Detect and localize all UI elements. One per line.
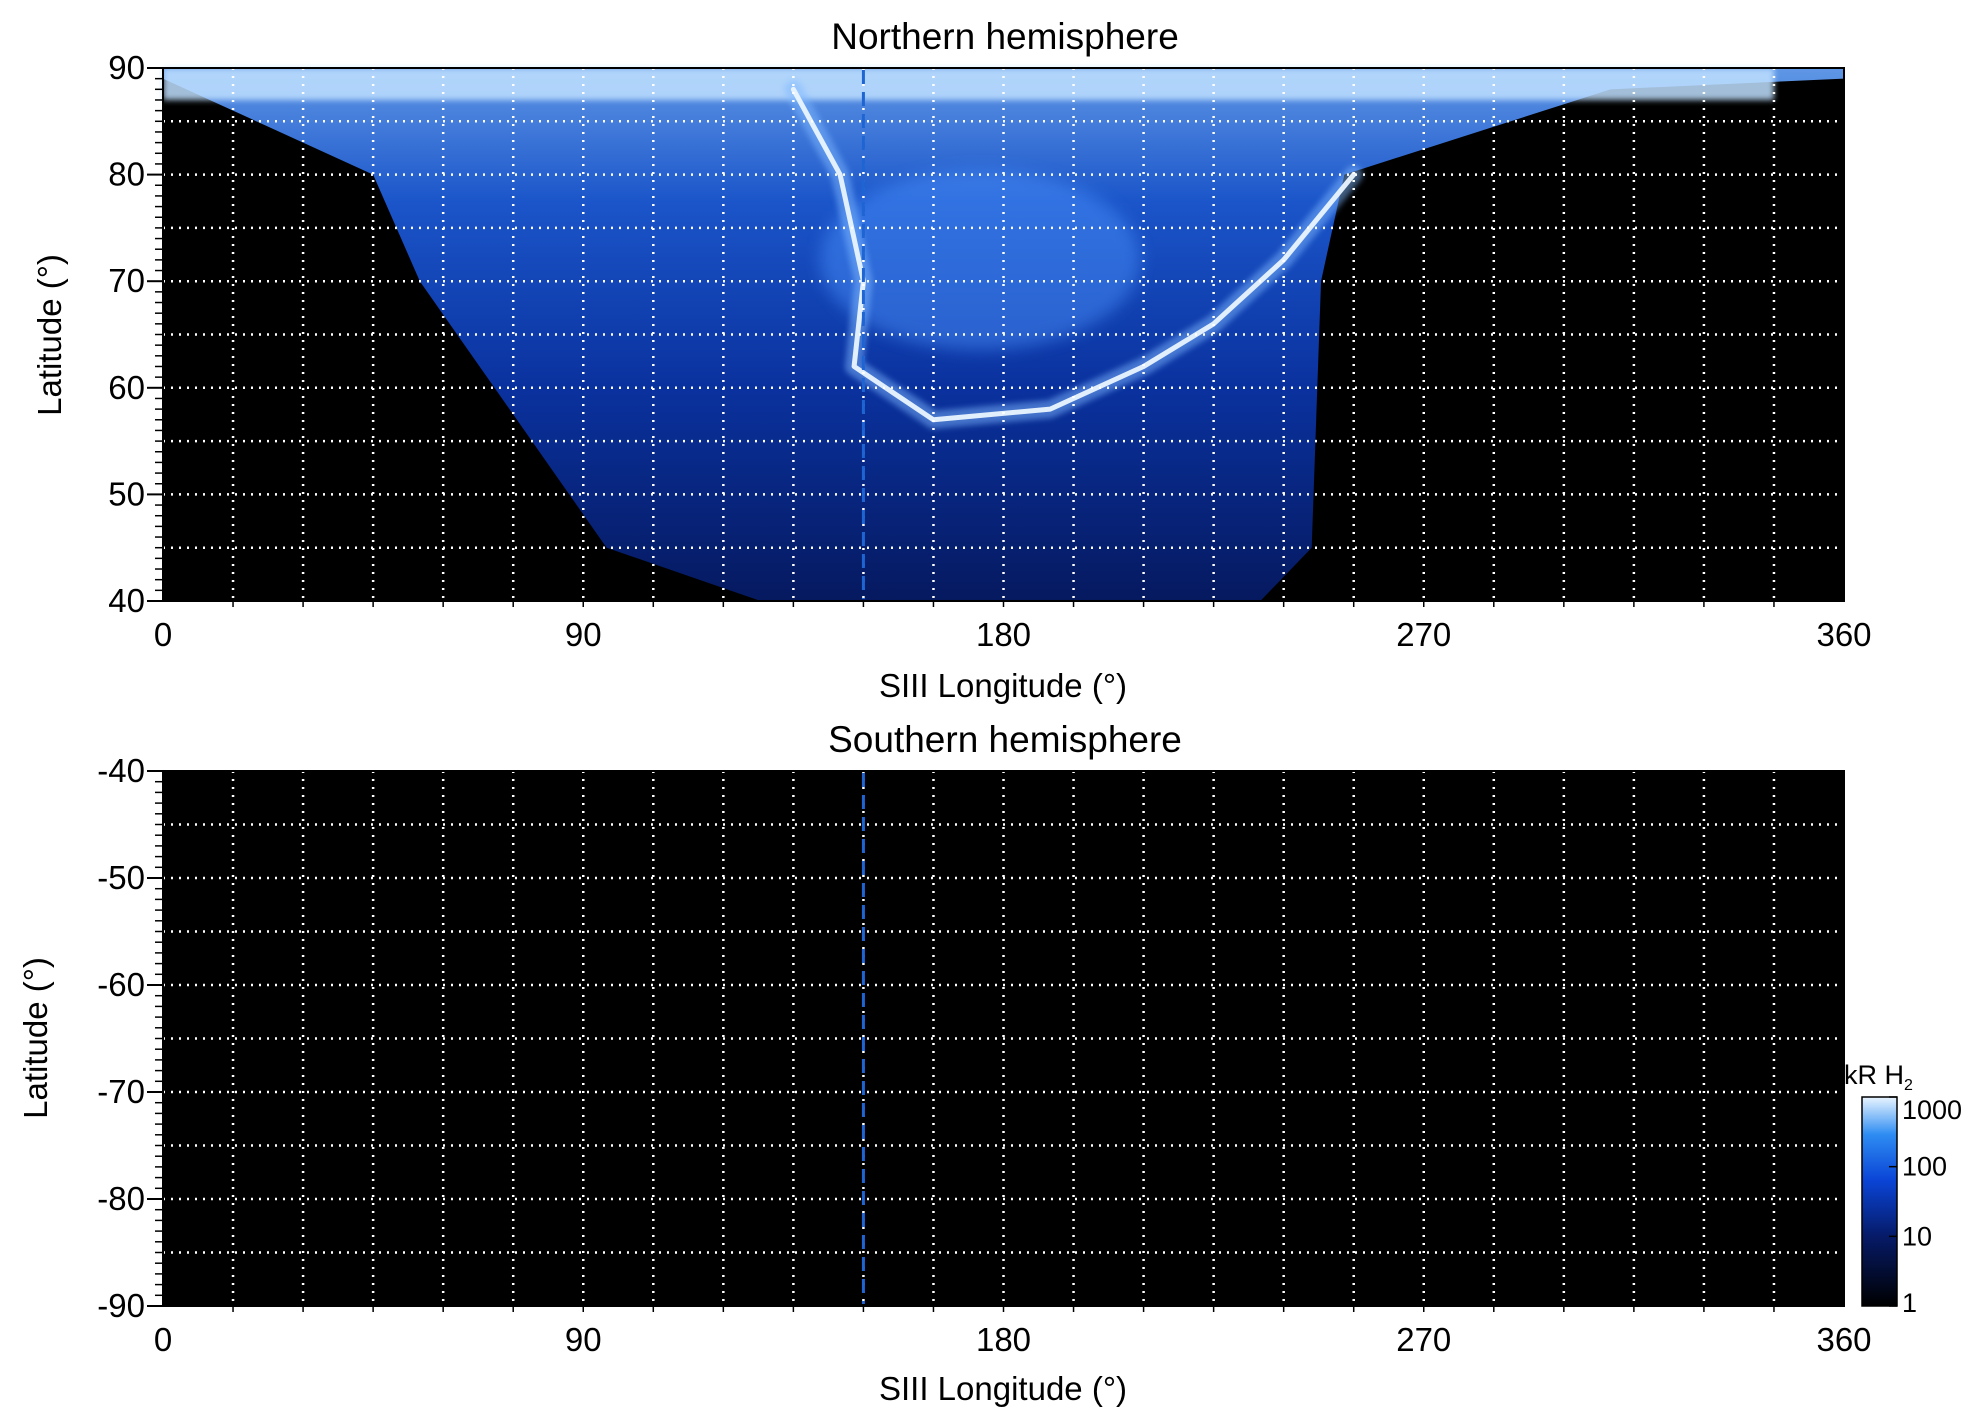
y-tick-label: 60	[108, 369, 145, 406]
y-tick-label: -50	[97, 859, 145, 896]
northern-y-axis-label: Latitude (°)	[31, 254, 68, 416]
y-tick-label: -40	[97, 752, 145, 789]
northern-panel-title: Northern hemisphere	[831, 16, 1179, 57]
southern-x-axis-label: SIII Longitude (°)	[879, 1370, 1127, 1407]
y-tick-label: 90	[108, 49, 145, 86]
y-tick-label: 50	[108, 475, 145, 512]
colorbar-tick-label: 100	[1902, 1152, 1947, 1182]
x-tick-label: 180	[976, 1321, 1031, 1358]
colorbar-gradient	[1861, 1096, 1898, 1307]
colorbar-tick-label: 10	[1902, 1221, 1932, 1251]
x-tick-label: 270	[1396, 1321, 1451, 1358]
northern-x-axis-label: SIII Longitude (°)	[879, 667, 1127, 704]
y-tick-label: 70	[108, 262, 145, 299]
x-tick-label: 0	[154, 1321, 172, 1358]
northern-grid	[163, 68, 1844, 601]
colorbar-tick-label: 1	[1902, 1288, 1917, 1318]
x-tick-label: 270	[1396, 616, 1451, 653]
x-tick-label: 90	[565, 616, 602, 653]
southern-grid	[163, 771, 1844, 1306]
northern-panel: Northern hemisphere 0 90 180 270 360 40 50 60 70…	[31, 16, 1872, 704]
y-tick-label: -80	[97, 1180, 145, 1217]
polar-bright-band	[163, 68, 1774, 100]
y-tick-label: 80	[108, 156, 145, 193]
colorbar: kR H2 1 10 100 1000	[1844, 1060, 1962, 1318]
x-tick-label: 0	[154, 616, 172, 653]
diffuse-glow	[820, 169, 1141, 350]
x-tick-label: 180	[976, 616, 1031, 653]
y-tick-label: -60	[97, 966, 145, 1003]
southern-panel: Southern hemisphere 0 90 180 270 360 -40 -50 -6…	[17, 719, 1872, 1407]
y-tick-label: -70	[97, 1073, 145, 1110]
southern-y-axis-label: Latitude (°)	[17, 957, 54, 1119]
southern-axes: 0 90 180 270 360 -40 -50 -60 -70 -80 -90	[97, 752, 1871, 1358]
colorbar-tick-label: 1000	[1902, 1095, 1962, 1125]
y-tick-label: -90	[97, 1287, 145, 1324]
x-tick-label: 360	[1816, 1321, 1871, 1358]
x-tick-label: 360	[1816, 616, 1871, 653]
x-tick-label: 90	[565, 1321, 602, 1358]
southern-panel-title: Southern hemisphere	[828, 719, 1182, 760]
colorbar-title: kR H2	[1844, 1060, 1913, 1094]
y-tick-label: 40	[108, 582, 145, 619]
northern-axes: 0 90 180 270 360 40 50 60 70 80 90	[108, 49, 1871, 653]
colorbar-ticks: 1 10 100 1000	[1889, 1095, 1962, 1318]
